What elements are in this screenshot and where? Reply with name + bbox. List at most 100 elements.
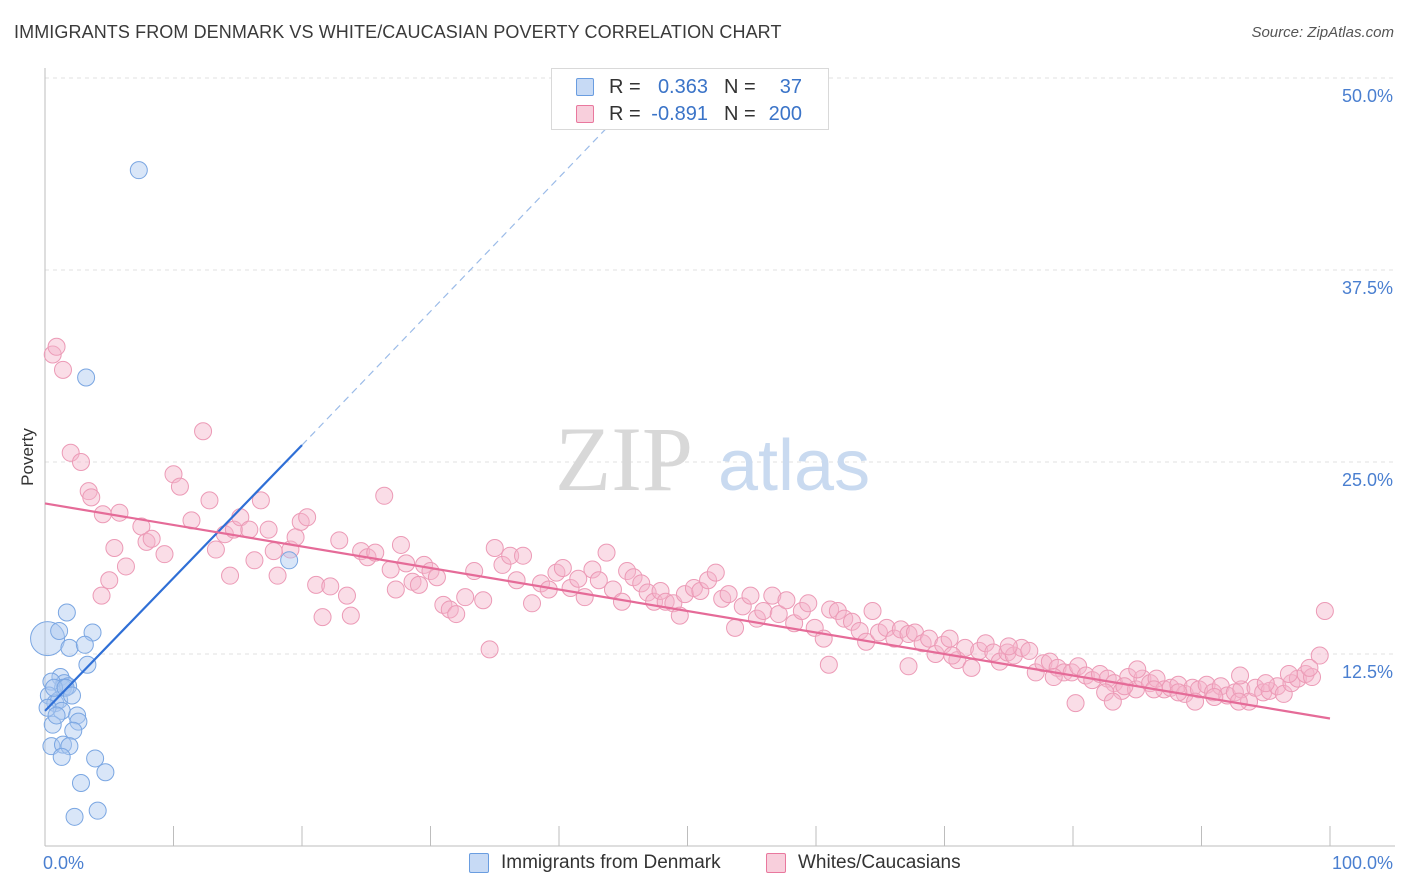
whites-point — [913, 634, 932, 653]
denmark-point — [57, 603, 76, 622]
legend-r-label: R = — [609, 103, 641, 125]
whites-point — [1096, 683, 1115, 702]
denmark-point — [68, 706, 87, 725]
bottom-legend-label: Whites/Caucasians — [798, 852, 961, 873]
whites-point — [719, 585, 738, 604]
whites-point — [456, 588, 475, 607]
whites-point — [1034, 654, 1053, 673]
whites-point — [583, 560, 602, 579]
denmark-point — [30, 621, 66, 657]
whites-point — [264, 542, 283, 561]
whites-point — [200, 491, 219, 510]
whites-point — [47, 337, 66, 356]
whites-point — [1066, 694, 1085, 713]
whites-point — [386, 580, 405, 599]
whites-point — [769, 605, 788, 624]
whites-point — [251, 491, 270, 510]
whites-point — [706, 563, 725, 582]
whites-point — [799, 594, 818, 613]
y-tick-label: 12.5% — [1342, 662, 1393, 682]
whites-point — [507, 571, 526, 590]
whites-point — [170, 477, 189, 496]
y-tick-label: 25.0% — [1342, 470, 1393, 490]
whites-point — [984, 643, 1003, 662]
x-tick-label: 100.0% — [1332, 853, 1393, 873]
chart-title: IMMIGRANTS FROM DENMARK VS WHITE/CAUCASI… — [14, 22, 782, 42]
y-tick-label: 37.5% — [1342, 278, 1393, 298]
whites-point — [523, 594, 542, 613]
source-label: Source: ZipAtlas.com — [1251, 24, 1394, 41]
whites-point — [409, 575, 428, 594]
whites-point — [501, 546, 520, 565]
denmark-point — [77, 368, 96, 387]
whites-point — [221, 566, 240, 585]
whites-point — [569, 569, 588, 588]
whites-point — [137, 532, 156, 551]
whites-point — [206, 540, 225, 559]
whites-point — [899, 657, 918, 676]
whites-points — [43, 337, 1334, 713]
whites-point — [82, 488, 101, 507]
whites-point — [976, 634, 995, 653]
whites-point — [1315, 601, 1334, 620]
whites-point — [155, 545, 174, 564]
whites-point — [105, 539, 124, 558]
whites-point — [440, 600, 459, 619]
whites-point — [286, 528, 305, 547]
whites-point — [828, 601, 847, 620]
legend-r-value: -0.891 — [651, 103, 708, 125]
whites-point — [259, 520, 278, 539]
whites-point — [313, 608, 332, 627]
whites-point — [474, 591, 493, 610]
whites-point — [434, 595, 453, 614]
whites-point — [597, 543, 616, 562]
legend-row-whites: R = -0.891 N = 200 — [552, 101, 830, 127]
denmark-point — [129, 161, 148, 180]
denmark-trend-dashed — [301, 123, 611, 446]
whites-point — [1310, 646, 1329, 665]
legend-n-value: 200 — [768, 103, 802, 125]
whites-point — [240, 520, 259, 539]
bottom-legend-swatch-pink — [766, 853, 786, 873]
denmark-point — [43, 715, 62, 734]
whites-point — [514, 546, 533, 565]
bottom-legend-label: Immigrants from Denmark — [501, 852, 721, 873]
whites-point — [589, 571, 608, 590]
whites-trend-line — [44, 502, 1331, 720]
whites-point — [741, 586, 760, 605]
denmark-points — [30, 161, 299, 826]
legend-swatch-blue — [576, 78, 594, 96]
whites-point — [726, 618, 745, 637]
legend-n-value: 37 — [779, 76, 802, 98]
whites-point — [1279, 664, 1298, 683]
watermark-atlas: atlas — [718, 426, 870, 506]
whites-point — [366, 543, 385, 562]
whites-point — [1268, 677, 1287, 696]
denmark-point — [62, 686, 81, 705]
whites-point — [493, 555, 512, 574]
denmark-point — [86, 749, 105, 768]
denmark-point — [78, 655, 97, 674]
whites-point — [110, 503, 129, 522]
whites-point — [298, 508, 317, 527]
whites-point — [777, 591, 796, 610]
whites-point — [480, 640, 499, 659]
whites-point — [337, 586, 356, 605]
denmark-point — [96, 763, 115, 782]
whites-point — [485, 539, 504, 558]
whites-point — [962, 658, 981, 677]
whites-point — [792, 601, 811, 620]
legend-n-label: N = — [724, 103, 756, 125]
whites-point — [632, 574, 651, 593]
denmark-point — [88, 801, 107, 820]
whites-point — [651, 582, 670, 601]
denmark-point — [64, 721, 83, 740]
whites-point — [675, 585, 694, 604]
whites-point — [885, 629, 904, 648]
denmark-point — [280, 551, 299, 570]
bottom-legend-swatch-blue — [469, 853, 489, 873]
x-tick-label: 0.0% — [43, 853, 84, 873]
whites-point — [268, 566, 287, 585]
stats-legend: R = 0.363 N = 37 R = -0.891 N = 200 — [551, 68, 829, 130]
